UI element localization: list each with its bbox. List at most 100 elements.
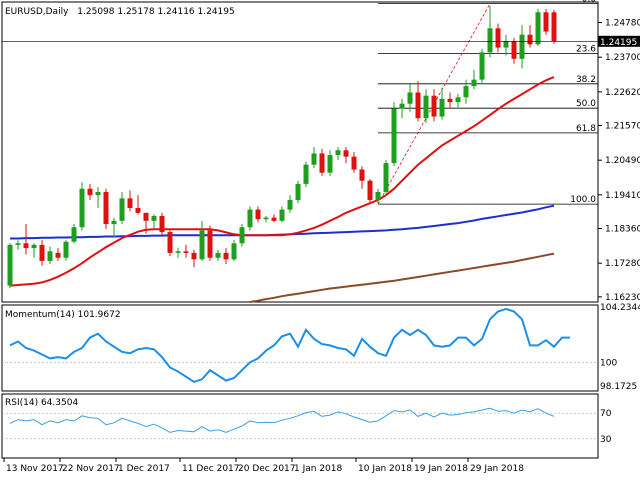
candle-body xyxy=(495,28,501,48)
candle-body xyxy=(327,155,333,173)
candle-body xyxy=(479,52,485,80)
candle-body xyxy=(199,230,205,260)
candle-body xyxy=(79,188,85,228)
time-tick-label: 29 Jan 2018 xyxy=(470,464,524,474)
candle-body xyxy=(207,230,213,258)
candle-body xyxy=(439,98,445,117)
candle-body xyxy=(215,252,221,258)
momentum-indicator: 104.2344 100 98.1725 xyxy=(2,303,640,392)
candle-body xyxy=(15,243,21,245)
candle-body xyxy=(231,243,237,260)
sma20-line xyxy=(9,76,555,287)
fib-level-label: 0.0 xyxy=(582,0,597,5)
fib-level-label: 100.0 xyxy=(570,195,596,205)
fibonacci-retracement: 0.0 23.6 38.2 50.0 61.8 100.0 xyxy=(377,0,598,205)
time-tick-label: 1 Jan 2018 xyxy=(294,464,342,474)
candle-body xyxy=(111,220,117,225)
time-tick-label: 11 Dec 2017 xyxy=(182,464,240,474)
candle-body xyxy=(239,227,245,244)
momentum-tick-label: 98.1725 xyxy=(600,382,637,392)
price-tick-label: 1.23700 xyxy=(605,53,640,63)
candle-body xyxy=(519,34,525,59)
candle-body xyxy=(543,12,549,32)
ohlc-values: 1.25098 1.25178 1.24116 1.24195 xyxy=(77,7,234,17)
candle-body xyxy=(255,209,261,220)
price-tick-label: 1.21570 xyxy=(605,122,640,132)
candle-body xyxy=(143,212,149,221)
candle-body xyxy=(47,251,53,261)
candle-body xyxy=(127,198,133,208)
candle-body xyxy=(527,34,533,45)
candle-body xyxy=(447,98,453,103)
time-tick-label: 1 Dec 2017 xyxy=(118,464,170,474)
candle-body xyxy=(271,217,277,221)
candle-body xyxy=(55,252,61,258)
candle-body xyxy=(551,12,557,42)
candle-body xyxy=(159,216,165,233)
candle-body xyxy=(375,191,381,200)
candle-body xyxy=(431,95,437,117)
time-tick-label: 13 Nov 2017 xyxy=(6,464,64,474)
candle-body xyxy=(471,79,477,87)
momentum-tick-label: 100 xyxy=(600,358,617,368)
candle-body xyxy=(383,163,389,192)
time-tick-label: 10 Jan 2018 xyxy=(358,464,412,474)
time-tick-label: 20 Dec 2017 xyxy=(238,464,296,474)
candle-body xyxy=(455,97,461,103)
price-tick-label: 1.18360 xyxy=(605,225,640,235)
candle-body xyxy=(63,241,69,258)
candle-body xyxy=(319,153,325,173)
candle-body xyxy=(223,252,229,260)
candle-body xyxy=(287,199,293,210)
candle-body xyxy=(191,252,197,260)
rsi-indicator: 70 30 xyxy=(2,407,612,445)
candle-body xyxy=(295,183,301,200)
candle-body xyxy=(151,216,157,221)
candle-body xyxy=(103,191,109,225)
candle-body xyxy=(407,92,413,104)
candle-body xyxy=(23,243,29,249)
candle-body xyxy=(95,191,101,196)
price-tick-label: 1.20490 xyxy=(605,156,640,166)
candle-body xyxy=(399,103,405,109)
candle-body xyxy=(535,12,541,45)
momentum-tick-label: 104.2344 xyxy=(600,303,640,313)
candle-body xyxy=(39,244,45,261)
candle-body xyxy=(247,209,253,228)
price-axis: 1.24780 1.23700 1.22620 1.21570 1.20490 1.194… xyxy=(598,19,640,303)
price-tick-label: 1.19410 xyxy=(605,191,640,201)
price-tick-label: 1.24780 xyxy=(605,19,640,29)
candle-body xyxy=(487,28,493,53)
time-tick-label: 22 Nov 2017 xyxy=(62,464,120,474)
candles xyxy=(7,5,557,289)
momentum-title: Momentum(14) 101.9672 xyxy=(5,310,121,320)
fib-level-label: 50.0 xyxy=(576,99,596,109)
candle-body xyxy=(279,209,285,221)
fib-level-label: 23.6 xyxy=(576,45,596,55)
candle-body xyxy=(175,251,181,253)
candle-body xyxy=(311,153,317,165)
candle-body xyxy=(511,41,517,59)
fib-level-label: 61.8 xyxy=(576,124,596,134)
candle-body xyxy=(335,150,341,156)
candle-body xyxy=(31,244,37,249)
rsi-tick-label: 30 xyxy=(600,435,612,445)
rsi-title: RSI(14) 64.3504 xyxy=(5,398,78,408)
candle-body xyxy=(359,169,365,181)
candle-body xyxy=(119,198,125,221)
candle-body xyxy=(391,108,397,164)
rsi-line xyxy=(9,407,555,433)
candle-body xyxy=(351,156,357,170)
current-price-box xyxy=(598,35,640,47)
moving-averages xyxy=(9,76,555,303)
candle-body xyxy=(7,244,13,286)
rsi-tick-label: 70 xyxy=(600,409,612,419)
price-tick-label: 1.16230 xyxy=(605,293,640,303)
candle-body xyxy=(415,92,421,119)
candle-body xyxy=(167,232,173,253)
symbol-label: EURUSD,Daily xyxy=(5,7,69,17)
momentum-line xyxy=(9,307,570,383)
